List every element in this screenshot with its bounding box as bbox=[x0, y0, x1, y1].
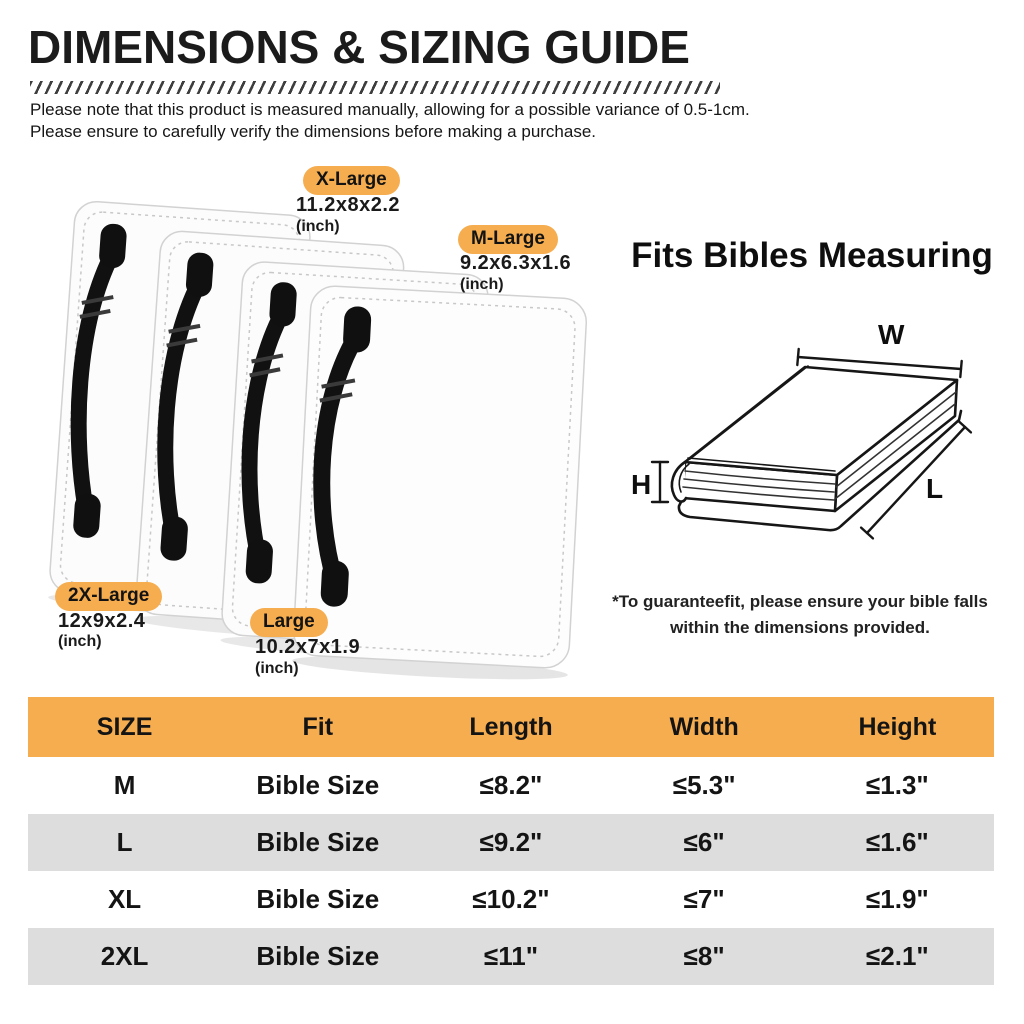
dims-x-large: 11.2x8x2.2 bbox=[296, 194, 400, 216]
cell-size: L bbox=[116, 827, 133, 857]
col-fit: Fit bbox=[302, 712, 334, 741]
size-table-header: SIZE Fit Length Width Height bbox=[28, 697, 994, 757]
cell-size: XL bbox=[107, 884, 142, 914]
table-row-m: M Bible Size ≤8.2" ≤5.3" ≤1.3" bbox=[28, 757, 994, 814]
handle-strap bbox=[313, 327, 365, 592]
cell-fit: Bible Size bbox=[256, 941, 380, 971]
cell-length: ≤10.2" bbox=[472, 884, 550, 914]
footnote-line-1: *To guaranteefit, please ensure your bib… bbox=[612, 592, 988, 611]
cell-width: ≤5.3" bbox=[672, 770, 736, 800]
cell-width: ≤8" bbox=[683, 941, 725, 971]
dims-2x-large: 12x9x2.4 bbox=[58, 610, 146, 632]
col-height: Height bbox=[858, 712, 937, 741]
dims-large: 10.2x7x1.9 bbox=[255, 636, 361, 658]
cell-length: ≤9.2" bbox=[479, 827, 543, 857]
cell-width: ≤6" bbox=[683, 827, 725, 857]
cell-width: ≤7" bbox=[683, 884, 725, 914]
cell-fit: Bible Size bbox=[256, 884, 380, 914]
table-row-l: L Bible Size ≤9.2" ≤6" ≤1.6" bbox=[28, 814, 994, 871]
col-width: Width bbox=[669, 712, 739, 741]
fit-footnote: *To guaranteefit, please ensure your bib… bbox=[583, 589, 1017, 641]
width-label: W bbox=[878, 319, 905, 350]
handle-strap bbox=[70, 245, 121, 524]
length-label: L bbox=[926, 473, 943, 504]
note-line-2: Please ensure to carefully verify the di… bbox=[30, 122, 597, 141]
cell-height: ≤2.1" bbox=[866, 941, 929, 971]
cell-size: M bbox=[113, 770, 136, 800]
unit-x-large: (inch) bbox=[296, 218, 340, 235]
col-length: Length bbox=[469, 712, 553, 741]
cell-size: 2XL bbox=[100, 941, 149, 971]
table-row-xl: XL Bible Size ≤10.2" ≤7" ≤1.9" bbox=[28, 871, 994, 928]
handle-strap bbox=[157, 274, 208, 547]
height-label: H bbox=[631, 469, 651, 500]
label-x-large: X-Large bbox=[303, 166, 400, 195]
cell-fit: Bible Size bbox=[256, 827, 380, 857]
label-2x-large: 2X-Large bbox=[55, 582, 163, 611]
cell-height: ≤1.6" bbox=[866, 827, 929, 857]
cell-height: ≤1.3" bbox=[866, 770, 929, 800]
cell-height: ≤1.9" bbox=[866, 884, 929, 914]
table-row-2xl: 2XL Bible Size ≤11" ≤8" ≤2.1" bbox=[28, 928, 994, 985]
unit-2x-large: (inch) bbox=[58, 633, 102, 650]
label-m-large: M-Large bbox=[458, 225, 558, 254]
book-measurement-diagram: W H L bbox=[631, 319, 973, 540]
cell-fit: Bible Size bbox=[256, 770, 380, 800]
cell-length: ≤11" bbox=[483, 941, 539, 971]
label-large: Large bbox=[250, 608, 328, 637]
size-table: SIZE Fit Length Width Height M Bible Siz… bbox=[28, 697, 994, 985]
note-line-1: Please note that this product is measure… bbox=[30, 100, 750, 119]
unit-m-large: (inch) bbox=[460, 276, 504, 293]
unit-large: (inch) bbox=[255, 660, 299, 677]
dims-m-large: 9.2x6.3x1.6 bbox=[460, 252, 572, 274]
footnote-line-2: within the dimensions provided. bbox=[670, 618, 930, 637]
handle-strap bbox=[241, 304, 291, 570]
hatch-divider bbox=[30, 81, 720, 94]
col-size: SIZE bbox=[96, 712, 153, 741]
fits-heading: Fits Bibles Measuring bbox=[631, 236, 993, 275]
page-title: DIMENSIONS & SIZING GUIDE bbox=[28, 21, 690, 73]
bible-cover-m-large bbox=[292, 285, 588, 680]
measurement-notes: Please note that this product is measure… bbox=[30, 99, 770, 143]
cell-length: ≤8.2" bbox=[479, 770, 543, 800]
